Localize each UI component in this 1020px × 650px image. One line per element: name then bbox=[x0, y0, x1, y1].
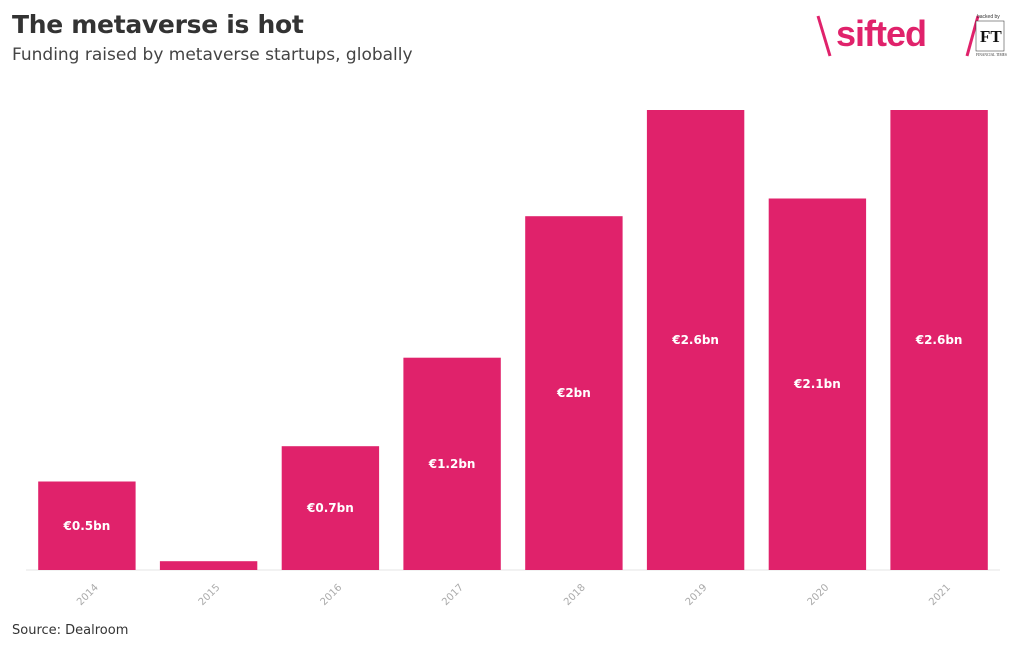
bar-value-label: €2bn bbox=[556, 386, 591, 400]
bar-2020 bbox=[768, 198, 867, 570]
bar-value-label: €1.2bn bbox=[428, 457, 476, 471]
logo-ft: FT bbox=[980, 27, 1002, 46]
bar-2017 bbox=[403, 357, 501, 570]
bar-2014 bbox=[38, 481, 136, 570]
x-tick-label: 2015 bbox=[197, 582, 223, 608]
logo-ft-name: FINANCIAL TIMES bbox=[976, 53, 1007, 57]
chart-title: The metaverse is hot bbox=[12, 10, 304, 39]
bar-2019 bbox=[646, 110, 745, 570]
bar-value-label: €0.5bn bbox=[63, 519, 111, 533]
chart-subtitle: Funding raised by metaverse startups, gl… bbox=[12, 45, 413, 65]
x-tick-label: 2016 bbox=[319, 582, 345, 608]
logo-backed-by: backed by bbox=[977, 14, 1000, 20]
x-tick-label: 2014 bbox=[75, 582, 101, 608]
bar-value-label: €2.6bn bbox=[671, 333, 719, 347]
logo-brand-text: sifted bbox=[836, 13, 926, 54]
x-tick-label: 2017 bbox=[440, 582, 466, 608]
bar-value-label: €2.1bn bbox=[793, 377, 841, 391]
x-tick-label: 2021 bbox=[927, 582, 953, 608]
x-tick-label: 2020 bbox=[806, 582, 832, 608]
source-note: Source: Dealroom bbox=[12, 623, 129, 638]
sifted-ft-logo: sifted backed by FT FINANCIAL TIMES bbox=[816, 13, 1007, 57]
bar-2016 bbox=[281, 446, 380, 570]
ft-box bbox=[975, 20, 1005, 52]
bar-value-label: €2.6bn bbox=[915, 333, 963, 347]
x-tick-label: 2019 bbox=[684, 582, 710, 608]
x-tick-label: 2018 bbox=[562, 582, 588, 608]
bar-value-label: €0.7bn bbox=[306, 501, 354, 515]
logo-backslash bbox=[816, 15, 832, 57]
bar-2021 bbox=[890, 110, 988, 570]
bar-2015 bbox=[159, 561, 258, 570]
bar-2018 bbox=[525, 216, 623, 570]
